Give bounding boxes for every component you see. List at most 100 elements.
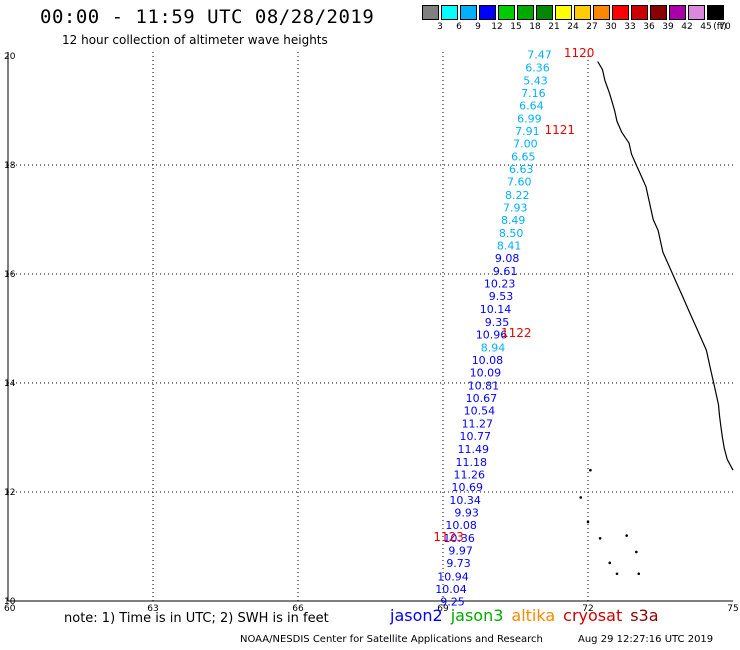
legend-swatch: [707, 5, 724, 20]
coastline-india: [579, 61, 734, 576]
wave-height-value: 7.47: [527, 49, 552, 62]
satellite-altika: altika: [511, 606, 556, 625]
lat-tick-label: 18: [4, 161, 16, 171]
island-dot: [615, 572, 619, 576]
legend-label: 30: [605, 22, 617, 32]
island-dot: [637, 572, 641, 576]
wave-height-value: 10.04: [435, 583, 467, 596]
lat-tick-label: 16: [4, 270, 16, 280]
legend-label: 6: [456, 22, 462, 32]
satellite-s3a: s3a: [630, 606, 659, 625]
legend-swatch: [631, 5, 648, 20]
legend-label: 33: [624, 22, 636, 32]
wave-height-value: 9.73: [446, 557, 471, 570]
wave-height-value: 10.77: [460, 430, 492, 443]
wave-height-value: 10.54: [464, 405, 496, 418]
wave-height-value: 6.99: [517, 112, 542, 125]
coastline-path: [597, 61, 734, 471]
lon-tick-label: 75: [727, 604, 738, 614]
legend-label: 21: [548, 22, 560, 32]
legend-label: 12: [491, 22, 503, 32]
legend-swatch: [536, 5, 553, 20]
pass-time-marker: 1122: [501, 326, 532, 340]
wave-height-value: 10.67: [466, 392, 498, 405]
legend-swatch: [460, 5, 477, 20]
pass-time-markers: 1120 1121 1122 1123: [433, 46, 594, 544]
legend-swatch: [669, 5, 686, 20]
pass-time-marker: 1120: [564, 46, 595, 60]
satellite-jason3: jason3: [450, 606, 504, 625]
wave-height-value: 10.81: [468, 380, 500, 393]
legend-swatch: [441, 5, 458, 20]
map-frame: [7, 52, 733, 602]
island-dot: [635, 550, 638, 554]
island-dot: [589, 468, 592, 472]
legend-swatch: [688, 5, 705, 20]
island-dot: [608, 561, 612, 565]
wave-height-value: 11.18: [456, 456, 488, 469]
wave-height-value: 6.65: [511, 151, 536, 164]
lon-tick-label: 69: [437, 604, 449, 614]
legend-swatch: [498, 5, 515, 20]
wave-height-value: 10.08: [445, 519, 477, 532]
wave-height-value: 7.00: [513, 138, 538, 151]
legend-label: 70: [719, 22, 731, 32]
wave-height-value: 6.64: [519, 99, 544, 112]
wave-height-value: 8.94: [481, 341, 506, 354]
wave-height-value: 9.35: [485, 316, 510, 329]
island-dot: [579, 496, 583, 499]
generated-timestamp: Aug 29 12:27:16 UTC 2019: [578, 634, 714, 645]
wave-height-value: 9.97: [448, 545, 473, 558]
legend-unit: (ft): [713, 22, 727, 32]
page-title: 00:00 - 11:59 UTC 08/28/2019: [40, 6, 375, 28]
pass-time-marker: 1121: [545, 123, 576, 137]
lon-tick-label: 72: [582, 604, 593, 614]
wave-height-value: 8.41: [497, 239, 522, 252]
legend-swatch: [422, 5, 439, 20]
legend-swatch: [517, 5, 534, 20]
wave-height-value: 7.93: [503, 201, 528, 214]
island-dot: [625, 534, 628, 537]
satellite-cryosat: cryosat: [563, 606, 623, 625]
page-subtitle: 12 hour collection of altimeter wave hei…: [62, 33, 328, 47]
wave-height-value: 10.14: [480, 303, 512, 316]
wave-height-value: 11.49: [458, 443, 490, 456]
legend-swatch: [555, 5, 572, 20]
island-dot: [598, 537, 602, 540]
satellite-legend: jason2 jason3 altika cryosat s3a: [390, 606, 667, 625]
legend-swatch: [612, 5, 629, 20]
wave-height-value: 10.34: [449, 494, 481, 507]
wave-height-value: 10.69: [451, 481, 483, 494]
lat-tick-label: 20: [4, 52, 16, 62]
wave-height-value: 8.49: [501, 214, 526, 227]
wave-height-value: 10.94: [437, 570, 469, 583]
legend-label: 45: [700, 22, 712, 32]
wave-height-value: 9.53: [489, 290, 514, 303]
color-legend: 3 6 9 12 15 18 21 24 27 30 33 36 39 42 45 70 (ft): [422, 5, 731, 35]
legend-label: 15: [510, 22, 522, 32]
wave-height-value: 7.60: [507, 176, 532, 189]
wave-height-value: 8.50: [499, 227, 524, 240]
pass-time-marker: 1123: [433, 530, 464, 544]
grid-lines: [8, 52, 733, 601]
lat-tick-label: 14: [4, 379, 16, 389]
wave-height-value: 6.63: [509, 163, 534, 176]
wave-height-value: 10.23: [484, 278, 516, 291]
wave-height-value: 10.09: [470, 366, 502, 379]
wave-height-value: 6.36: [525, 61, 550, 74]
legend-label: 42: [681, 22, 693, 32]
legend-label: 27: [586, 22, 598, 32]
wave-height-value: 9.25: [440, 595, 465, 608]
legend-label: 3: [437, 22, 443, 32]
lat-tick-label: 10: [4, 597, 16, 607]
wave-height-value: 9.61: [493, 265, 518, 278]
lat-tick-label: 12: [4, 488, 15, 498]
wave-height-value: 7.91: [515, 125, 540, 138]
axis-tick-labels: 60 63 66 69 72 75 10 12 14 16 18 20: [4, 52, 739, 614]
wave-height-value: 9.08: [495, 252, 520, 265]
wave-height-value: 10.96: [476, 328, 508, 341]
satellite-jason2: jason2: [390, 606, 443, 625]
lon-tick-label: 63: [147, 604, 158, 614]
note-text: note: 1) Time is in UTC; 2) SWH is in fe…: [64, 611, 329, 626]
